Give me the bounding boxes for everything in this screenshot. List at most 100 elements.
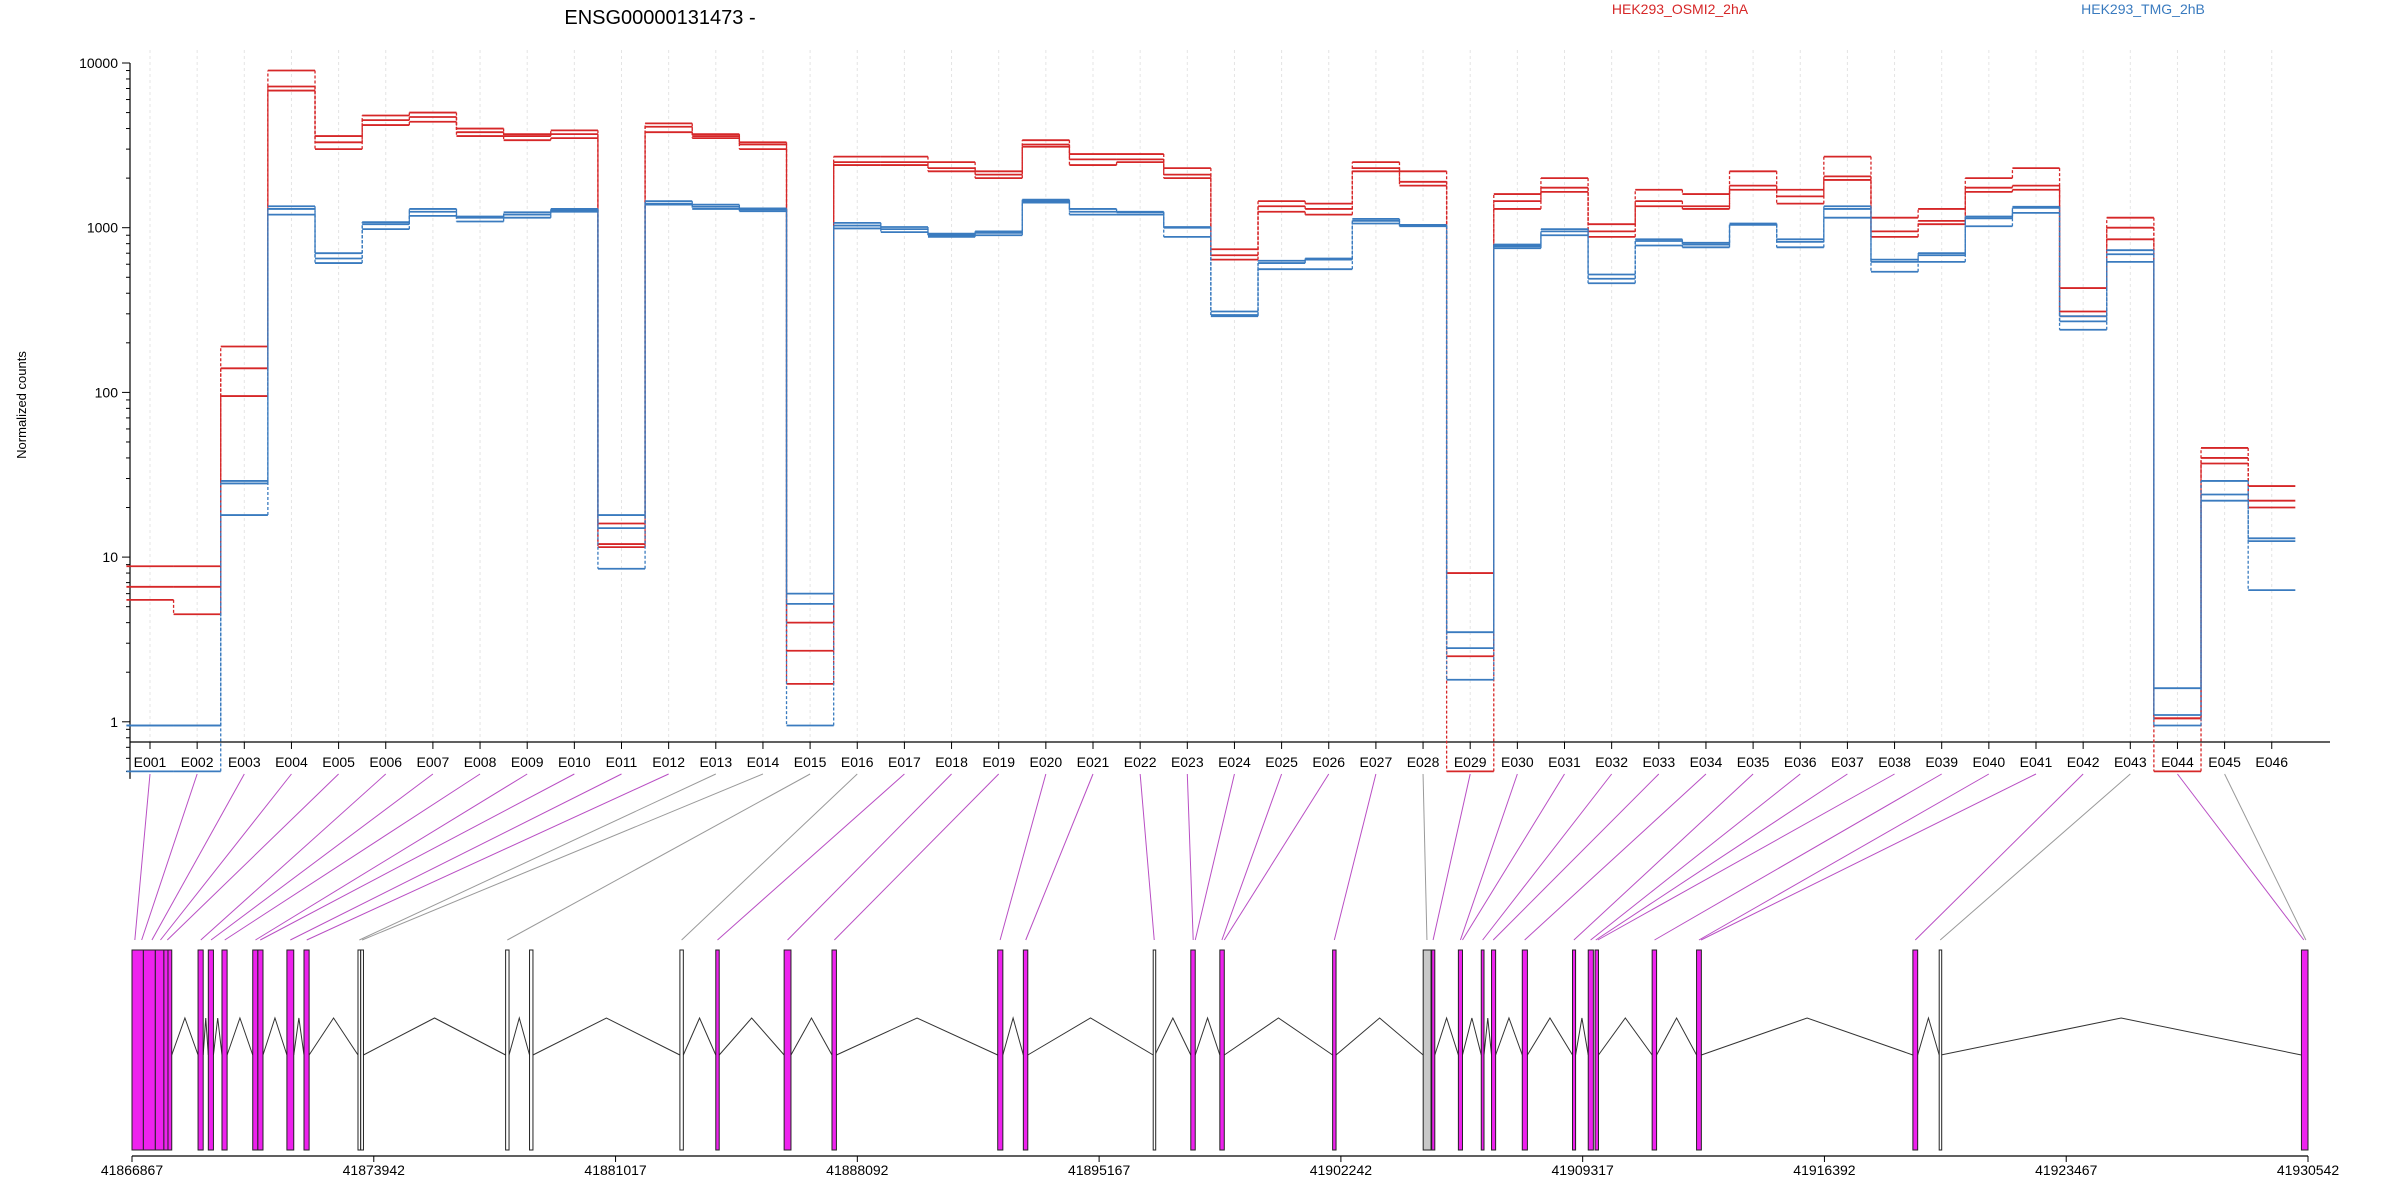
intron-line	[682, 1016, 717, 1056]
intron-line	[1495, 1016, 1523, 1056]
y-tick-label: 1	[110, 714, 118, 730]
exon-block	[221, 949, 228, 1151]
x-tick-label-E042: E042	[2067, 754, 2100, 770]
x-tick-label-E006: E006	[369, 754, 402, 770]
gridlines	[149, 50, 2273, 742]
exon-block	[1651, 949, 1658, 1151]
intron-line	[1656, 1016, 1698, 1056]
intron-line	[1575, 1017, 1589, 1056]
x-tick-label-E044: E044	[2161, 754, 2194, 770]
x-tick-label-E023: E023	[1171, 754, 1204, 770]
intron-line	[308, 1017, 359, 1056]
genomic-tick-label: 41902242	[1310, 1162, 1373, 1178]
connector-E029	[1432, 773, 1471, 941]
exon-block	[1022, 949, 1029, 1151]
exon-block	[360, 949, 364, 1151]
exon-block	[303, 949, 310, 1151]
x-tick-label-E018: E018	[935, 754, 968, 770]
intron-line	[532, 1017, 681, 1056]
y-tick-label: 10000	[79, 55, 118, 71]
x-tick-label-E043: E043	[2114, 754, 2147, 770]
exon-block	[1696, 949, 1702, 1151]
exon-block	[1912, 949, 1919, 1151]
intron-line	[1598, 1017, 1653, 1056]
intron-line	[1483, 1017, 1493, 1056]
connector-E017	[717, 773, 905, 941]
connector-E013	[359, 773, 717, 941]
x-tick-label-E011: E011	[606, 754, 638, 770]
connector-E002	[141, 773, 198, 941]
x-tick-label-E008: E008	[464, 754, 497, 770]
y-tick-label: 10	[102, 549, 118, 565]
y-tick-label: 1000	[87, 220, 118, 236]
exon-block	[131, 949, 144, 1151]
x-tick-label-E017: E017	[888, 754, 921, 770]
intron-line	[262, 1016, 288, 1056]
x-tick-label-E038: E038	[1878, 754, 1911, 770]
connector-E007	[210, 773, 434, 941]
exon-block	[1457, 949, 1463, 1151]
legend-item-osmi2: HEK293_OSMI2_2hA	[1612, 1, 1749, 17]
connector-E016	[681, 773, 858, 941]
intron-line	[171, 1016, 199, 1056]
connector-E035	[1573, 773, 1754, 941]
x-tick-label-E003: E003	[228, 754, 261, 770]
intron-line	[1940, 1017, 2302, 1056]
connector-E008	[224, 773, 481, 941]
exon-block	[831, 949, 837, 1151]
bin-connectors	[134, 773, 2307, 941]
connector-E019	[834, 773, 1000, 941]
x-tick-label-E025: E025	[1265, 754, 1298, 770]
connector-E021	[1025, 773, 1094, 941]
connector-E003	[151, 773, 245, 941]
exon-block	[1152, 949, 1157, 1151]
genomic-tick-label: 41873942	[343, 1162, 406, 1178]
exon-block	[2300, 949, 2309, 1151]
x-tick-label-E045: E045	[2208, 754, 2241, 770]
connector-E018	[787, 773, 952, 941]
connector-E041	[1700, 773, 2037, 941]
x-tick-label-E028: E028	[1407, 754, 1440, 770]
x-tick-label-E035: E035	[1737, 754, 1770, 770]
connector-E032	[1482, 773, 1613, 941]
connector-E044	[2177, 773, 2305, 941]
exon-block	[529, 949, 534, 1151]
intron-line	[836, 1017, 998, 1056]
x-tick-label-E031: E031	[1548, 754, 1581, 770]
x-tick-label-E014: E014	[747, 754, 780, 770]
x-tick-label-E015: E015	[794, 754, 827, 770]
series-lines	[126, 69, 2296, 773]
connector-E010	[260, 773, 575, 941]
genomic-tick-label: 41930542	[2277, 1162, 2340, 1178]
connector-E015	[507, 773, 811, 941]
intron-line	[508, 1016, 531, 1056]
x-tick-label-E005: E005	[322, 754, 355, 770]
connector-E023	[1186, 773, 1194, 941]
connector-E033	[1492, 773, 1660, 941]
exon-block	[1587, 949, 1594, 1151]
x-tick-label-E034: E034	[1690, 754, 1723, 770]
exon-block	[1332, 949, 1337, 1151]
x-tick-label-E021: E021	[1077, 754, 1110, 770]
intron-line	[1434, 1016, 1459, 1056]
x-tick-label-E040: E040	[1972, 754, 2005, 770]
intron-line	[1194, 1016, 1221, 1056]
genomic-tick-label: 41895167	[1068, 1162, 1131, 1178]
x-tick-label-E020: E020	[1029, 754, 1062, 770]
connector-E037	[1595, 773, 1848, 941]
connector-E043	[1939, 773, 2131, 941]
connector-E012	[306, 773, 669, 941]
intron-line	[1526, 1017, 1573, 1056]
exon-block	[163, 949, 169, 1151]
x-tick-label-E032: E032	[1595, 754, 1628, 770]
connector-E001	[134, 773, 151, 941]
exon-block	[154, 949, 165, 1151]
exon-block	[167, 949, 173, 1151]
exon-block	[1422, 949, 1432, 1151]
x-tick-label-E012: E012	[652, 754, 685, 770]
genomic-tick-label: 41909317	[1552, 1162, 1615, 1178]
intron-line	[1002, 1016, 1024, 1056]
x-tick-label-E024: E024	[1218, 754, 1251, 770]
intron-line	[790, 1016, 833, 1056]
